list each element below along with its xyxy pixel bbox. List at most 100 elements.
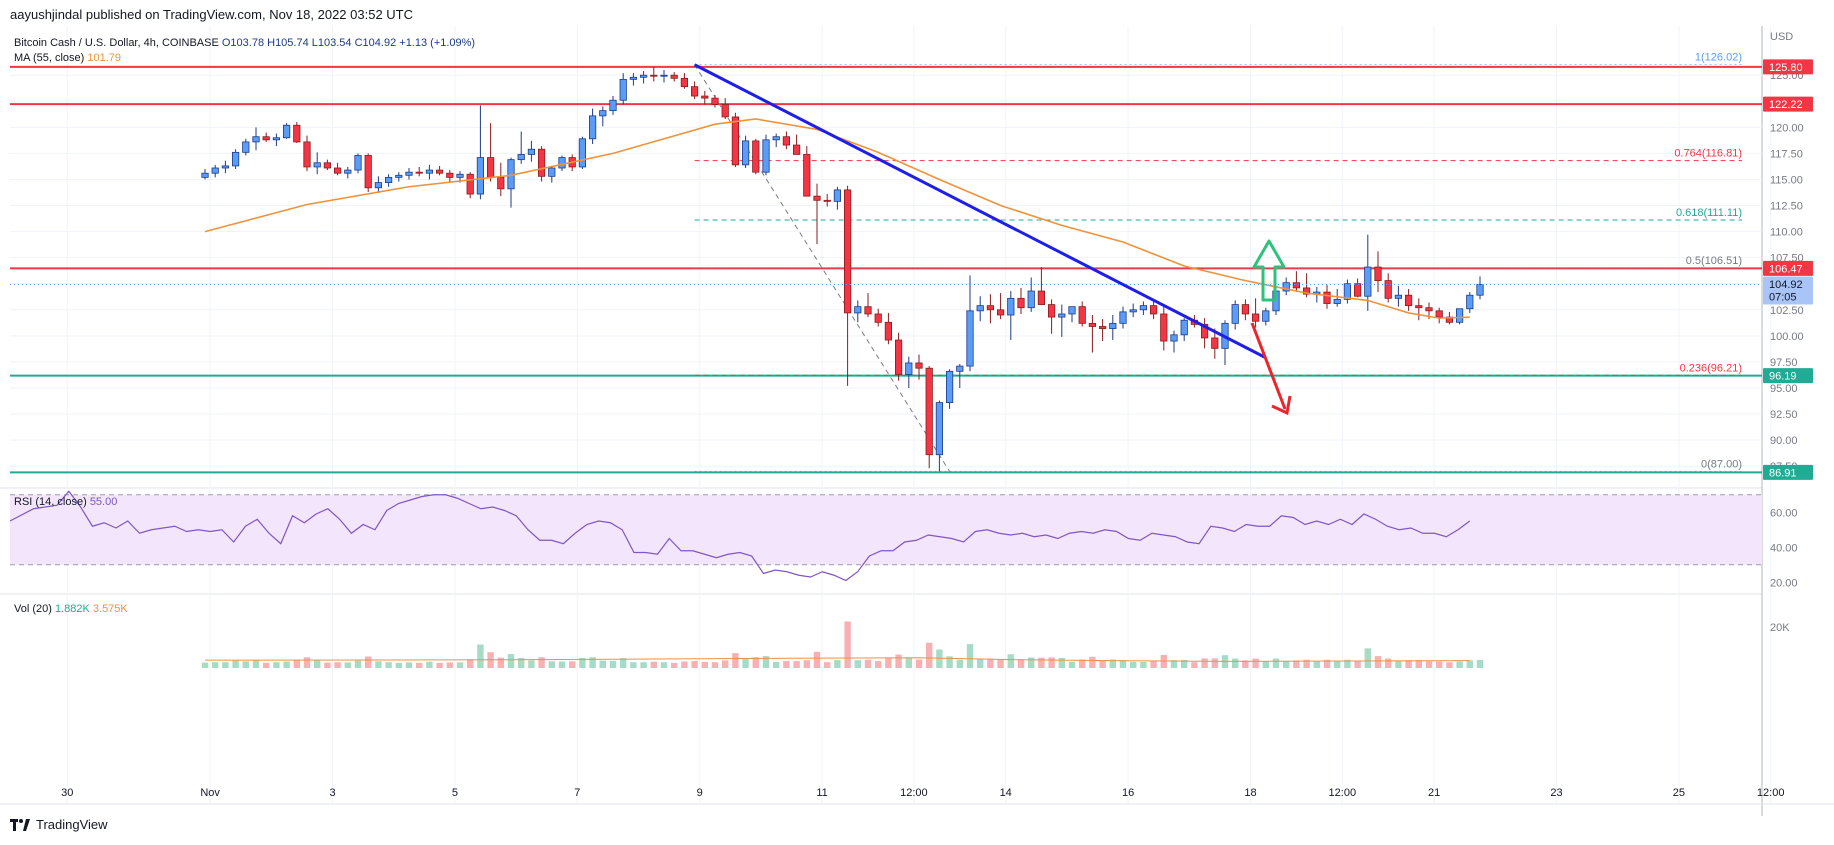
candle-body <box>772 136 780 141</box>
candle-body <box>650 74 658 77</box>
candle-body <box>497 176 505 190</box>
volume-bar <box>232 660 239 668</box>
candle-body <box>793 144 801 155</box>
candle-body <box>558 157 566 169</box>
candle-body <box>854 306 862 314</box>
candle-body <box>1201 323 1209 339</box>
volume-bar <box>222 662 229 668</box>
candle-body <box>956 365 964 372</box>
volume-bar <box>722 660 729 668</box>
volume-bar <box>1170 660 1178 668</box>
red-down-arrowhead-icon <box>1271 395 1292 416</box>
time-tick-label: 25 <box>1673 787 1685 799</box>
time-tick-label: 5 <box>452 787 458 799</box>
volume-bar <box>1007 654 1014 668</box>
volume-bar <box>1272 658 1280 668</box>
volume-bar <box>824 662 831 668</box>
volume-bar <box>834 659 841 668</box>
volume-bar <box>956 659 963 668</box>
candle-body <box>884 321 893 341</box>
price-axis-badge <box>1763 368 1813 384</box>
volume-bar <box>1425 661 1433 668</box>
volume-bar <box>1252 658 1259 668</box>
volume-bar <box>1048 657 1055 668</box>
time-tick-label: Nov <box>200 787 220 799</box>
candle-body <box>1394 294 1402 299</box>
time-tick-label: 18 <box>1244 787 1256 799</box>
price-axis-badge-label: 104.92 <box>1769 279 1803 291</box>
candle-body <box>1343 283 1351 300</box>
candle-body <box>915 362 923 369</box>
volume-bar <box>252 659 260 668</box>
volume-bar <box>507 654 515 668</box>
volume-bar <box>467 659 474 668</box>
candle-body <box>925 367 933 456</box>
candle-body <box>374 182 383 189</box>
volume-bar <box>1385 658 1392 668</box>
candle-body <box>742 140 750 166</box>
price-tick-label: 100.00 <box>1770 331 1804 343</box>
candle-body <box>323 162 332 169</box>
volume-bar <box>1232 658 1239 668</box>
price-tick-label: 117.50 <box>1770 148 1803 160</box>
volume-bar <box>1191 662 1198 668</box>
volume-bar <box>844 621 851 668</box>
candle-body <box>721 103 729 118</box>
red-down-arrow-icon <box>1250 322 1287 410</box>
candle-body <box>731 116 740 166</box>
time-tick-label: 3 <box>329 787 335 799</box>
volume-bar <box>395 662 402 668</box>
volume-legend-value: 1.882K <box>55 603 93 615</box>
candle-body <box>1456 308 1464 323</box>
volume-bar <box>263 662 270 668</box>
volume-bar <box>212 662 219 668</box>
bearish-trendline <box>693 63 1267 360</box>
volume-bar <box>1017 659 1025 668</box>
volume-bar <box>1028 657 1035 668</box>
candle-body <box>833 189 842 202</box>
volume-bar <box>681 661 688 668</box>
volume-bar <box>1119 660 1127 668</box>
volume-bar <box>773 661 780 668</box>
candle-body <box>517 154 525 161</box>
tradingview-brand[interactable]: TradingView <box>10 817 108 832</box>
candle-body <box>252 136 260 143</box>
candle-body <box>1058 313 1066 318</box>
price-tick-label: 92.50 <box>1770 409 1798 421</box>
time-tick-label: 7 <box>574 787 580 799</box>
candle-body <box>1119 311 1127 324</box>
green-up-arrow-icon <box>1252 239 1286 302</box>
volume-bar <box>1181 659 1188 668</box>
ohlc-change: +1.13 (+1.09%) <box>399 37 475 49</box>
candle-body <box>1088 322 1096 327</box>
volume-bar <box>1313 661 1320 668</box>
volume-bar <box>518 657 525 668</box>
candle-body <box>456 173 464 178</box>
candle-body <box>1476 284 1484 296</box>
candle-body <box>313 162 321 168</box>
ohlc-high: H105.74 <box>267 37 312 49</box>
candle-body <box>415 171 423 174</box>
candle-body <box>364 155 372 189</box>
candle-body <box>1129 309 1137 313</box>
candle-body <box>1466 294 1474 310</box>
candle-body <box>578 138 587 168</box>
volume-bar <box>926 642 933 668</box>
candle-body <box>1078 306 1086 324</box>
trading-chart[interactable]: 1(126.02) 0.764(116.81) 0.618(111.11) 0.5(1… <box>0 26 1834 816</box>
volume-legend-label: Vol (20) <box>14 603 55 615</box>
candle-body <box>1027 290 1035 309</box>
candle-body <box>1099 326 1107 329</box>
ohlc-open: O103.78 <box>222 37 267 49</box>
volume-bar <box>528 660 535 668</box>
candle-body <box>476 157 485 195</box>
candle-body <box>1252 313 1260 322</box>
symbol-title: Bitcoin Cash / U.S. Dollar, 4h, COINBASE <box>14 37 222 49</box>
volume-bar <box>436 662 443 668</box>
volume-bar <box>620 658 627 668</box>
volume-bar <box>691 661 698 668</box>
price-axis-badge <box>1763 464 1813 480</box>
candle-body <box>670 74 678 79</box>
candle-body <box>966 310 974 367</box>
volume-bar <box>732 653 739 668</box>
